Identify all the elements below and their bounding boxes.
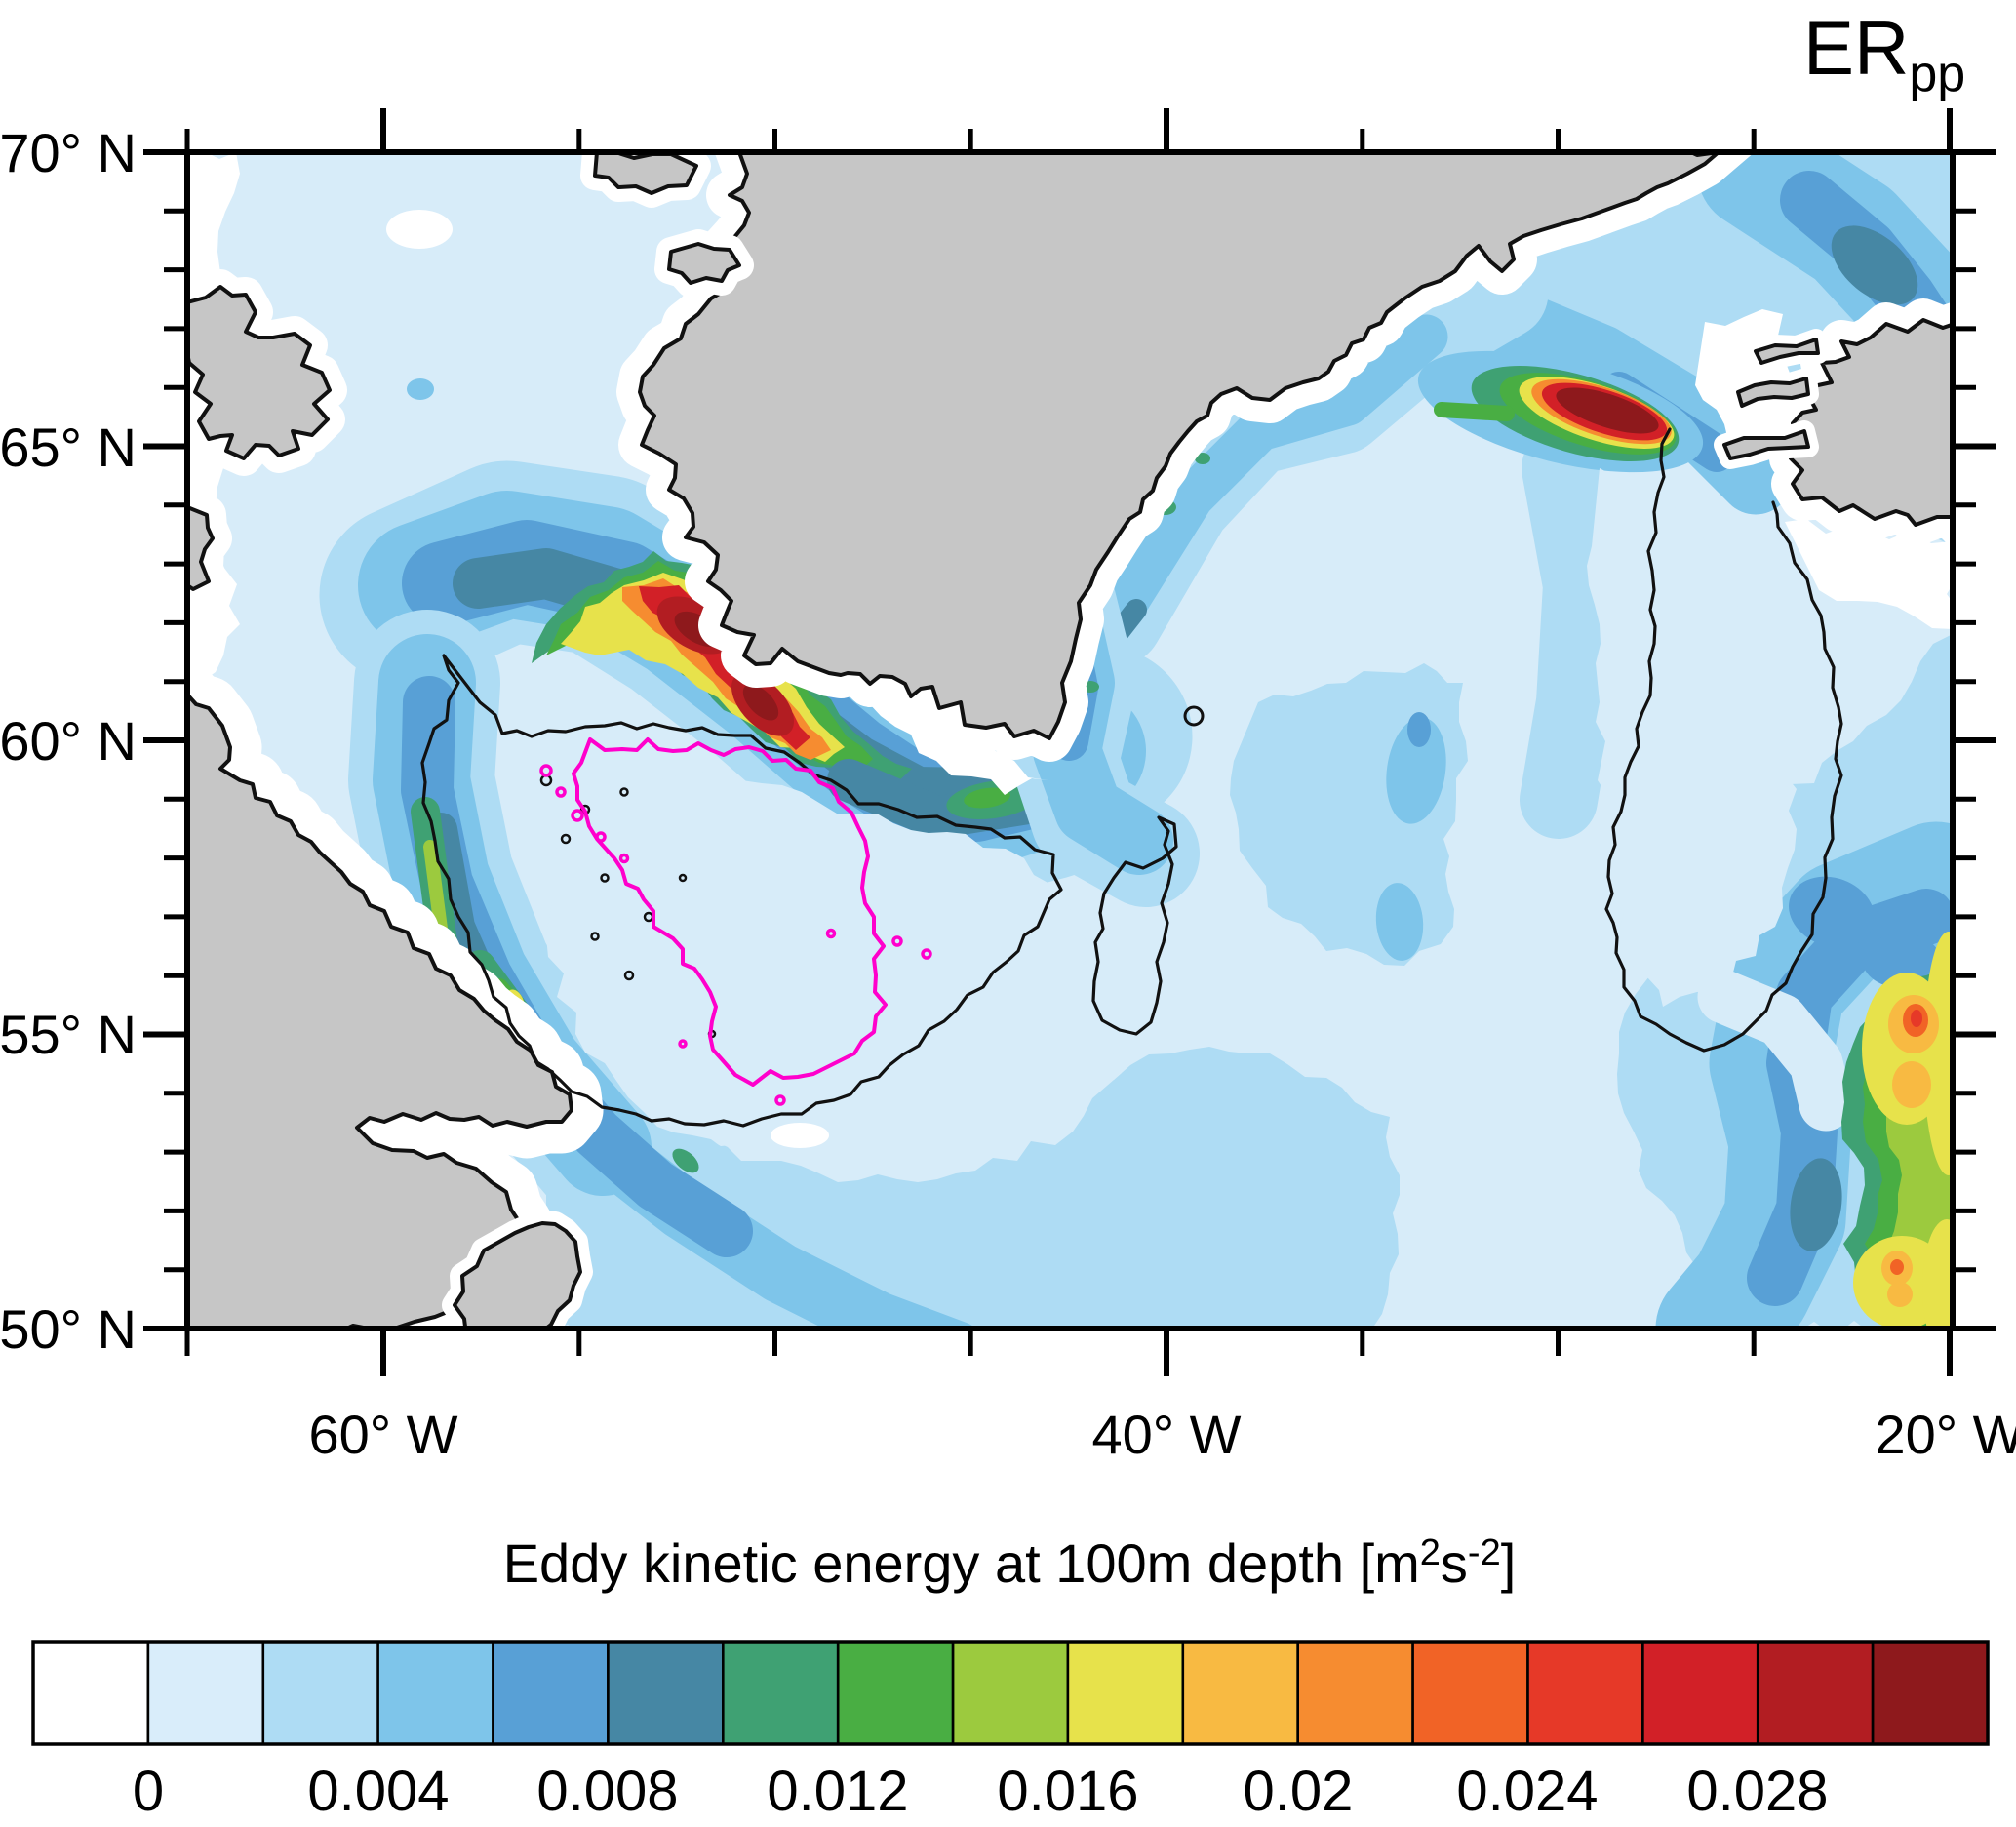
svg-text:60° W: 60° W [308,1404,457,1465]
svg-text:0: 0 [133,1760,164,1823]
svg-text:0.008: 0.008 [536,1760,678,1823]
svg-text:70° N: 70° N [0,122,137,183]
svg-text:20° W: 20° W [1875,1404,2016,1465]
svg-text:0.02: 0.02 [1244,1760,1354,1823]
svg-text:0.024: 0.024 [1456,1760,1598,1823]
svg-text:40° W: 40° W [1091,1404,1241,1465]
svg-text:0.028: 0.028 [1686,1760,1828,1823]
svg-text:0.016: 0.016 [997,1760,1138,1823]
svg-text:Eddy kinetic energy at 100m de: Eddy kinetic energy at 100m depth [m2s-2… [503,1532,1517,1594]
svg-text:65° N: 65° N [0,417,137,478]
svg-text:0.004: 0.004 [307,1760,449,1823]
svg-text:0.012: 0.012 [767,1760,908,1823]
svg-text:60° N: 60° N [0,710,137,772]
svg-text:55° N: 55° N [0,1004,137,1065]
svg-text:50° N: 50° N [0,1298,137,1360]
